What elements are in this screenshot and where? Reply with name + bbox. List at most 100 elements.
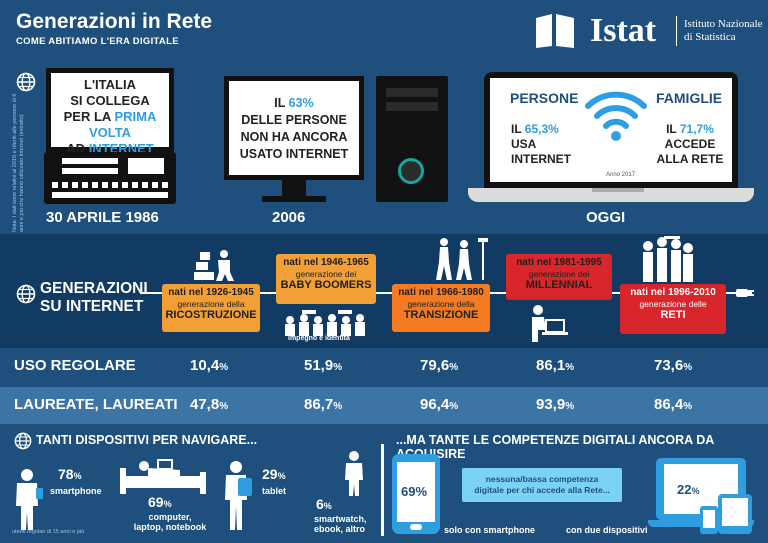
first-line3-a: PER LA: [63, 109, 115, 124]
age-note: utenti regolari di 15 anni e più: [12, 529, 85, 535]
generations-title: GENERAZIONI SU INTERNET: [40, 280, 148, 316]
generation-card-reti: nati nel 1996-2010 generazione delle RET…: [620, 284, 726, 334]
young-crowd-icon: [643, 236, 693, 282]
computer-pct-number: 69: [148, 494, 164, 510]
istat-name-line1: Istituto Nazionale: [684, 18, 763, 30]
person-laptop-bed-icon: [120, 459, 206, 494]
devices-title: TANTI DISPOSITIVI PER NAVIGARE...: [36, 433, 258, 447]
famiglie-line2: ACCEDE: [664, 137, 716, 151]
computer-1986-keyboard: [44, 152, 176, 204]
globe-icon: [16, 284, 36, 304]
famiglie-line3: ALLA RETE: [656, 152, 724, 166]
second-line2: DELLE PERSONE: [241, 113, 347, 127]
value-number: 47,8: [190, 396, 220, 413]
reconstruction-worker-icon: [194, 250, 234, 281]
generation-card-transizione: nati nel 1966-1980 generazione della TRA…: [392, 284, 490, 332]
section-divider: [381, 444, 384, 536]
globe-icon: [14, 432, 32, 450]
generation-born: nati nel 1966-1980: [398, 287, 484, 298]
generation-born: nati nel 1981-1995: [516, 257, 602, 268]
page-title: Generazioni in Rete: [16, 10, 213, 33]
generation-prefix: generazione dei: [528, 269, 590, 279]
computer-pct: 69%: [148, 494, 172, 510]
value-number: 79,6: [420, 357, 450, 374]
two-devices-pct-unit: %: [691, 486, 700, 496]
second-line4: USATO INTERNET: [239, 147, 349, 161]
row-value: 93,9%: [536, 396, 574, 413]
header: [0, 0, 768, 62]
generation-name: BABY BOOMERS: [280, 279, 372, 291]
row-label: LAUREATE, LAUREATI: [14, 396, 178, 413]
two-devices-label: con due dispositivi: [566, 525, 648, 535]
drive-slot: [386, 102, 438, 111]
keyboard-key: [72, 182, 78, 188]
value-unit: %: [683, 401, 693, 412]
generation-born: nati nel 1946-1965: [283, 257, 369, 268]
value-number: 51,9: [304, 357, 334, 374]
other-pct-number: 6: [316, 496, 324, 512]
crowd-protest-icon: [285, 310, 365, 336]
famiglie-heading: FAMIGLIE: [656, 90, 723, 106]
monitor-1986-screen: L'ITALIA SI COLLEGA PER LA PRIMA VOLTA A…: [51, 73, 169, 156]
istat-full-name: Istituto Nazionale di Statistica: [684, 18, 768, 44]
tablet-pct-number: 29: [262, 466, 278, 482]
stats-row-laureati: LAUREATE, LAUREATI 47,8% 86,7% 96,4% 93,…: [0, 387, 768, 424]
other-pct: 6%: [316, 496, 332, 512]
low-skill-line2: digitale per chi accede alla Rete...: [474, 485, 610, 495]
wifi-icon: [585, 91, 647, 141]
side-note: Nota: I dati sono relativi al 2016 e rif…: [12, 93, 25, 233]
computer-label-line2: laptop, notebook: [133, 522, 207, 532]
value-number: 96,4: [420, 396, 450, 413]
value-number: 93,9: [536, 396, 566, 413]
first-line3: PER LA PRIMA VOLTA: [51, 109, 169, 141]
generation-name: RICOSTRUZIONE: [165, 309, 257, 321]
skills-title: ...MA TANTE LE COMPETENZE DIGITALI ANCOR…: [396, 433, 714, 461]
other-label-line2: ebook, altro: [314, 524, 366, 534]
tablet-screen: [722, 498, 748, 526]
drive-slot: [386, 88, 438, 97]
keyboard-key: [62, 182, 68, 188]
desk-worker-icon: [532, 305, 568, 342]
row-value: 96,4%: [420, 396, 458, 413]
keyboard-spacebar: [52, 192, 168, 198]
year-label: Anno 2017: [606, 172, 636, 178]
monitor-stand: [282, 180, 306, 198]
istat-name-line2: di Statistica: [684, 31, 736, 43]
phone-screen: [703, 510, 715, 528]
keyboard-key: [162, 182, 168, 188]
smartphone-screen: [397, 462, 435, 522]
row-value: 10,4%: [190, 357, 228, 374]
person-smartwatch-icon: [345, 451, 363, 496]
row-value: 51,9%: [304, 357, 342, 374]
keyboard-key: [132, 182, 138, 188]
globe-icon: [16, 72, 36, 92]
low-skill-line1: nessuna/bassa competenza: [485, 474, 599, 484]
value-unit: %: [683, 362, 693, 373]
generation-name: MILLENNIAL: [525, 279, 593, 291]
value-unit: %: [565, 401, 575, 412]
monitor-1986: L'ITALIA SI COLLEGA PER LA PRIMA VOLTA A…: [46, 68, 174, 156]
computer-label-line1: computer,: [148, 512, 192, 522]
laptop-base: [468, 188, 754, 202]
famiglie-line1-a: IL: [666, 122, 680, 136]
value-number: 86,4: [654, 396, 684, 413]
smartphone-only-pct: 69%: [401, 484, 428, 499]
value-unit: %: [219, 401, 229, 412]
monitor-2006-screen: IL 63% DELLE PERSONE NON HA ANCORA USATO…: [229, 81, 359, 175]
second-line1: IL 63%: [229, 95, 359, 112]
generation-card-baby-boomers: nati nel 1946-1965 generazione dei BABY …: [276, 254, 376, 304]
row-value: 86,4%: [654, 396, 692, 413]
keyboard-key: [62, 168, 118, 174]
value-number: 10,4: [190, 357, 220, 374]
second-line1-a: IL: [274, 96, 289, 110]
row-value: 79,6%: [420, 357, 458, 374]
keyboard-key: [152, 182, 158, 188]
persone-heading: PERSONE: [510, 90, 579, 106]
generation-prefix: generazione della: [177, 299, 245, 309]
generation-prefix: generazione delle: [639, 299, 707, 309]
tablet-label: tablet: [262, 486, 287, 496]
value-number: 86,7: [304, 396, 334, 413]
keyboard-key: [82, 182, 88, 188]
row-value: 86,7%: [304, 396, 342, 413]
keyboard-key: [62, 158, 118, 164]
